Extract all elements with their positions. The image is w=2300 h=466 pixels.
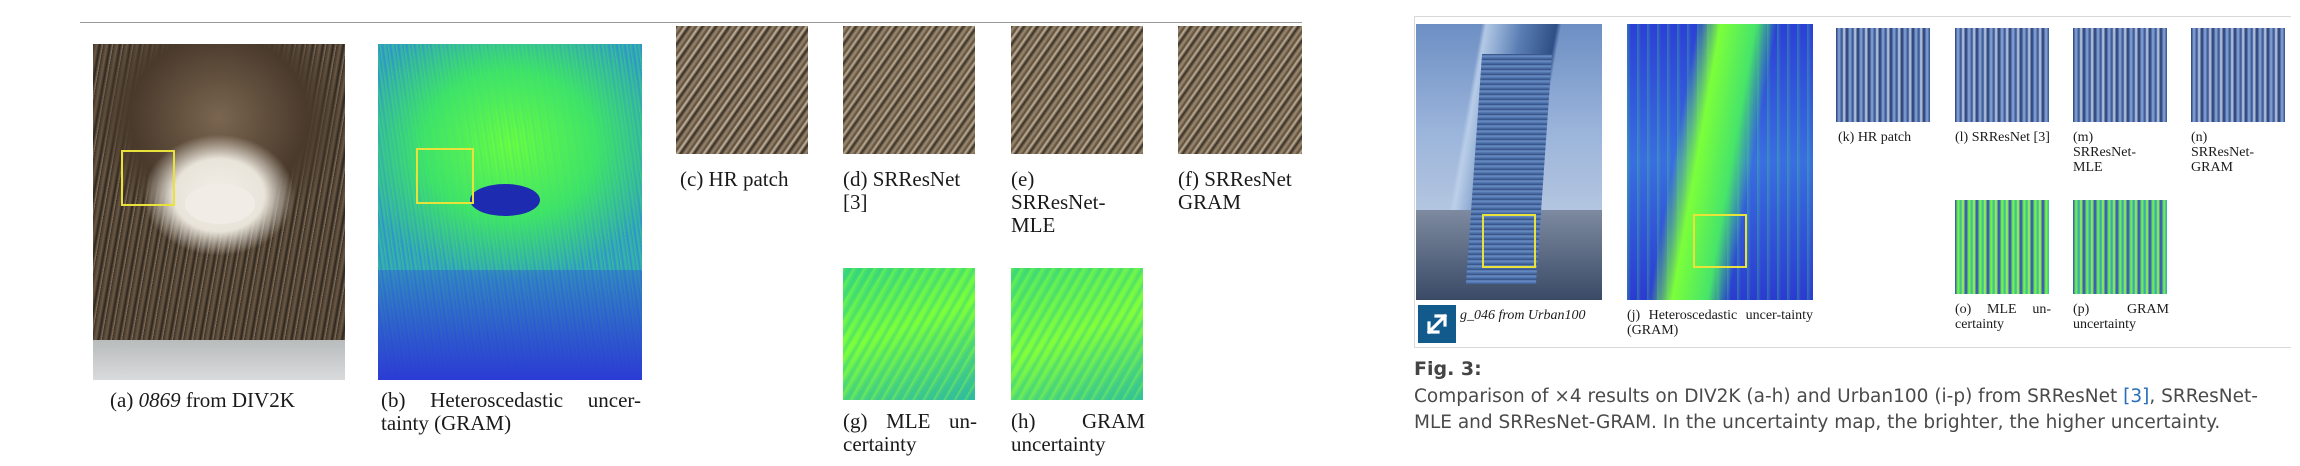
figure-panel-urban100 — [1414, 16, 2291, 348]
uncertainty-map-j — [1627, 24, 1813, 300]
hr-patch-c — [676, 26, 808, 154]
caption-h: (h) GRAM uncertainty — [1011, 409, 1145, 456]
srresnet-mle-patch-m — [2073, 28, 2167, 122]
expand-button[interactable] — [1418, 305, 1456, 343]
caption-d: (d) SRResNet [3] — [843, 167, 961, 214]
caption-n: (n) SRResNet-GRAM — [2191, 130, 2254, 175]
mle-uncertainty-o — [1955, 200, 2049, 294]
gram-uncertainty-h — [1011, 268, 1143, 400]
mle-uncertainty-g — [843, 268, 975, 400]
caption-k: (k) HR patch — [1838, 130, 1912, 145]
figure-caption-part1: Comparison of ×4 results on DIV2K (a-h) … — [1414, 386, 2124, 407]
caption-p: (p) GRAM uncertainty — [2073, 302, 2169, 332]
highlight-box — [1482, 214, 1536, 268]
srresnet-patch-l — [1955, 28, 2049, 122]
highlight-box — [121, 150, 175, 206]
caption-b: (b) Heteroscedastic uncer-tainty (GRAM) — [381, 388, 641, 435]
caption-j: (j) Heteroscedastic uncer-tainty (GRAM) — [1627, 308, 1813, 338]
caption-g: (g) MLE un-certainty — [843, 409, 977, 456]
figure-caption: Comparison of ×4 results on DIV2K (a-h) … — [1414, 384, 2294, 436]
citation-link[interactable]: [3] — [2123, 386, 2150, 407]
cat-photo — [93, 44, 345, 380]
hr-patch-k — [1836, 28, 1930, 122]
srresnet-mle-patch-e — [1011, 26, 1143, 154]
srresnet-gram-patch-n — [2191, 28, 2285, 122]
highlight-box — [416, 148, 474, 204]
srresnet-patch-d — [843, 26, 975, 154]
figure-label: Fig. 3: — [1414, 358, 1482, 380]
caption-m: (m) SRResNet-MLE — [2073, 130, 2136, 175]
caption-o: (o) MLE un-certainty — [1955, 302, 2051, 332]
figure-caption-part2: , SRResNet-MLE and SRResNet-GRAM. In the… — [1414, 386, 2258, 433]
caption-l: (l) SRResNet [3] — [1955, 130, 2050, 145]
highlight-box — [1693, 214, 1747, 268]
building-photo — [1416, 24, 1602, 300]
caption-f: (f) SRResNet GRAM — [1178, 167, 1292, 214]
srresnet-gram-patch-f — [1178, 26, 1302, 154]
uncertainty-map-b — [378, 44, 642, 380]
expand-icon — [1426, 313, 1448, 335]
caption-c: (c) HR patch — [680, 167, 789, 191]
caption-e: (e) SRResNet-MLE — [1011, 167, 1106, 237]
gram-uncertainty-p — [2073, 200, 2167, 294]
caption-i: g_046 from Urban100 — [1460, 308, 1586, 323]
caption-a: (a) 0869 from DIV2K — [110, 388, 295, 412]
top-rule — [80, 22, 1302, 23]
